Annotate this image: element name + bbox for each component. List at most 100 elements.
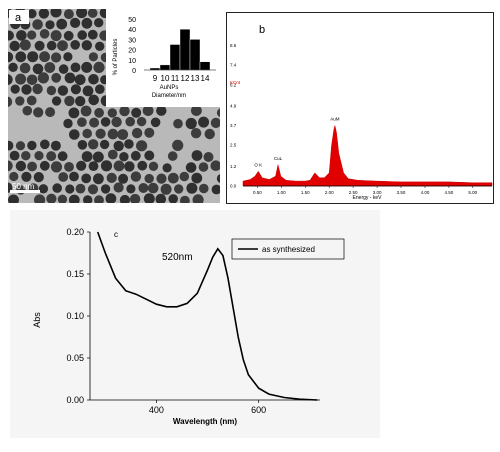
edx-peak-label: AuM xyxy=(330,117,340,122)
uv-legend-box xyxy=(231,238,345,260)
nanoparticle xyxy=(81,40,93,51)
nanoparticle xyxy=(27,161,37,172)
nanoparticle xyxy=(70,40,80,50)
edx-xticks: 0.50 1.00 1.50 2.00 2.50 3.00 3.50 4.00 4.50 5.00 xyxy=(253,186,478,195)
nanoparticle xyxy=(185,162,197,173)
nanoparticle xyxy=(81,173,92,184)
histogram-xlabel-line2: Diameter/nm xyxy=(152,93,186,99)
edx-ytick-label: 6.2 xyxy=(230,82,237,87)
nanoparticle xyxy=(64,162,74,172)
nanoparticle xyxy=(126,184,136,194)
nanoparticle xyxy=(38,9,50,19)
nanoparticle xyxy=(46,85,57,96)
nanoparticle xyxy=(63,30,74,41)
panel-label-box xyxy=(9,10,29,24)
nanoparticle xyxy=(198,116,210,128)
edx-xtick-label: 2.50 xyxy=(349,190,358,195)
histogram-ytick-label: 50 xyxy=(128,17,136,24)
histogram-ytick-label: 40 xyxy=(128,27,136,34)
nanoparticle xyxy=(150,117,161,128)
histogram-background xyxy=(106,9,220,107)
panel-label-c: c xyxy=(114,230,118,239)
histogram-ytick-label: 0 xyxy=(132,68,136,75)
nanoparticle xyxy=(81,61,93,73)
uv-xtick-label: 400 xyxy=(149,405,164,415)
nanoparticle xyxy=(8,51,14,63)
nanoparticle xyxy=(89,117,100,128)
nanoparticle xyxy=(106,172,117,183)
nanoparticle xyxy=(68,194,80,203)
nanoparticle xyxy=(46,193,57,203)
nanoparticle xyxy=(27,51,39,63)
nanoparticle xyxy=(136,140,148,152)
nanoparticle xyxy=(88,139,99,150)
histogram-xtick-label: 10 xyxy=(161,74,170,83)
histogram-ytick-label: 10 xyxy=(128,58,136,65)
nanoparticle xyxy=(92,151,104,163)
nanoparticle xyxy=(64,95,75,107)
histogram-xtick-label: 9 xyxy=(153,74,158,83)
nanoparticle xyxy=(174,184,184,194)
nanoparticle xyxy=(204,128,215,140)
nanoparticle xyxy=(58,64,69,74)
nanoparticle xyxy=(125,116,135,127)
edx-ytick-label: 3.7 xyxy=(230,123,237,128)
nanoparticle xyxy=(88,94,99,106)
histogram-bar xyxy=(169,44,181,71)
nanoparticle xyxy=(93,61,105,73)
nanoparticle xyxy=(186,182,198,194)
nanoparticle xyxy=(119,105,130,117)
nanoparticle xyxy=(15,141,26,151)
nanoparticle xyxy=(198,162,209,172)
edx-peak-label: O K xyxy=(254,162,262,167)
nanoparticle xyxy=(70,62,81,73)
histogram-bars xyxy=(144,29,216,71)
histogram-xtick-label: 14 xyxy=(201,74,210,83)
nanoparticle xyxy=(34,40,45,51)
nanoparticle xyxy=(37,72,49,84)
nanoparticle xyxy=(15,73,27,85)
nanoparticle xyxy=(119,152,129,162)
nanoparticle xyxy=(76,9,88,19)
nanoparticle xyxy=(168,194,178,203)
nanoparticle xyxy=(94,195,104,203)
nanoparticle xyxy=(87,184,99,195)
nanoparticle xyxy=(100,117,111,127)
edx-xtick-label: 5.00 xyxy=(468,190,477,195)
edx-ytick-label: 7.4 xyxy=(230,63,237,68)
edx-ytick-label: 1.2 xyxy=(230,164,237,169)
nanoparticle xyxy=(52,183,62,193)
nanoparticle xyxy=(15,96,25,106)
nanoparticle xyxy=(88,161,99,172)
nanoparticle xyxy=(199,183,209,194)
nanoparticle xyxy=(57,194,68,203)
nanoparticle xyxy=(15,160,27,172)
edx-xtick-label: 4.50 xyxy=(445,190,454,195)
nanoparticle xyxy=(26,95,37,106)
nanoparticle xyxy=(94,18,104,28)
nanoparticle xyxy=(80,105,92,117)
nanoparticle xyxy=(56,18,68,30)
nanoparticle xyxy=(88,74,99,85)
histogram-bar xyxy=(179,29,191,71)
nanoparticle xyxy=(57,151,68,162)
nanoparticle xyxy=(99,139,110,150)
nanoparticle xyxy=(179,171,190,182)
histogram-bar xyxy=(149,67,161,71)
nanoparticle xyxy=(69,171,79,182)
nanoparticle xyxy=(45,107,56,118)
nanoparticle xyxy=(210,160,220,171)
nanoparticle xyxy=(88,52,98,62)
nanoparticle xyxy=(138,183,149,193)
nanoparticle xyxy=(27,9,37,19)
nanoparticle xyxy=(124,161,135,172)
nanoparticle xyxy=(119,194,130,203)
nanoparticle xyxy=(147,182,159,194)
nanoparticle xyxy=(210,117,220,128)
nanoparticle xyxy=(63,52,73,62)
edx-xlabel: Energy - keV xyxy=(353,195,383,201)
nanoparticle xyxy=(113,160,125,172)
nanoparticle xyxy=(19,39,31,51)
histogram-yticks: 0 10 20 30 40 50 xyxy=(128,17,136,75)
nanoparticle xyxy=(68,107,80,119)
